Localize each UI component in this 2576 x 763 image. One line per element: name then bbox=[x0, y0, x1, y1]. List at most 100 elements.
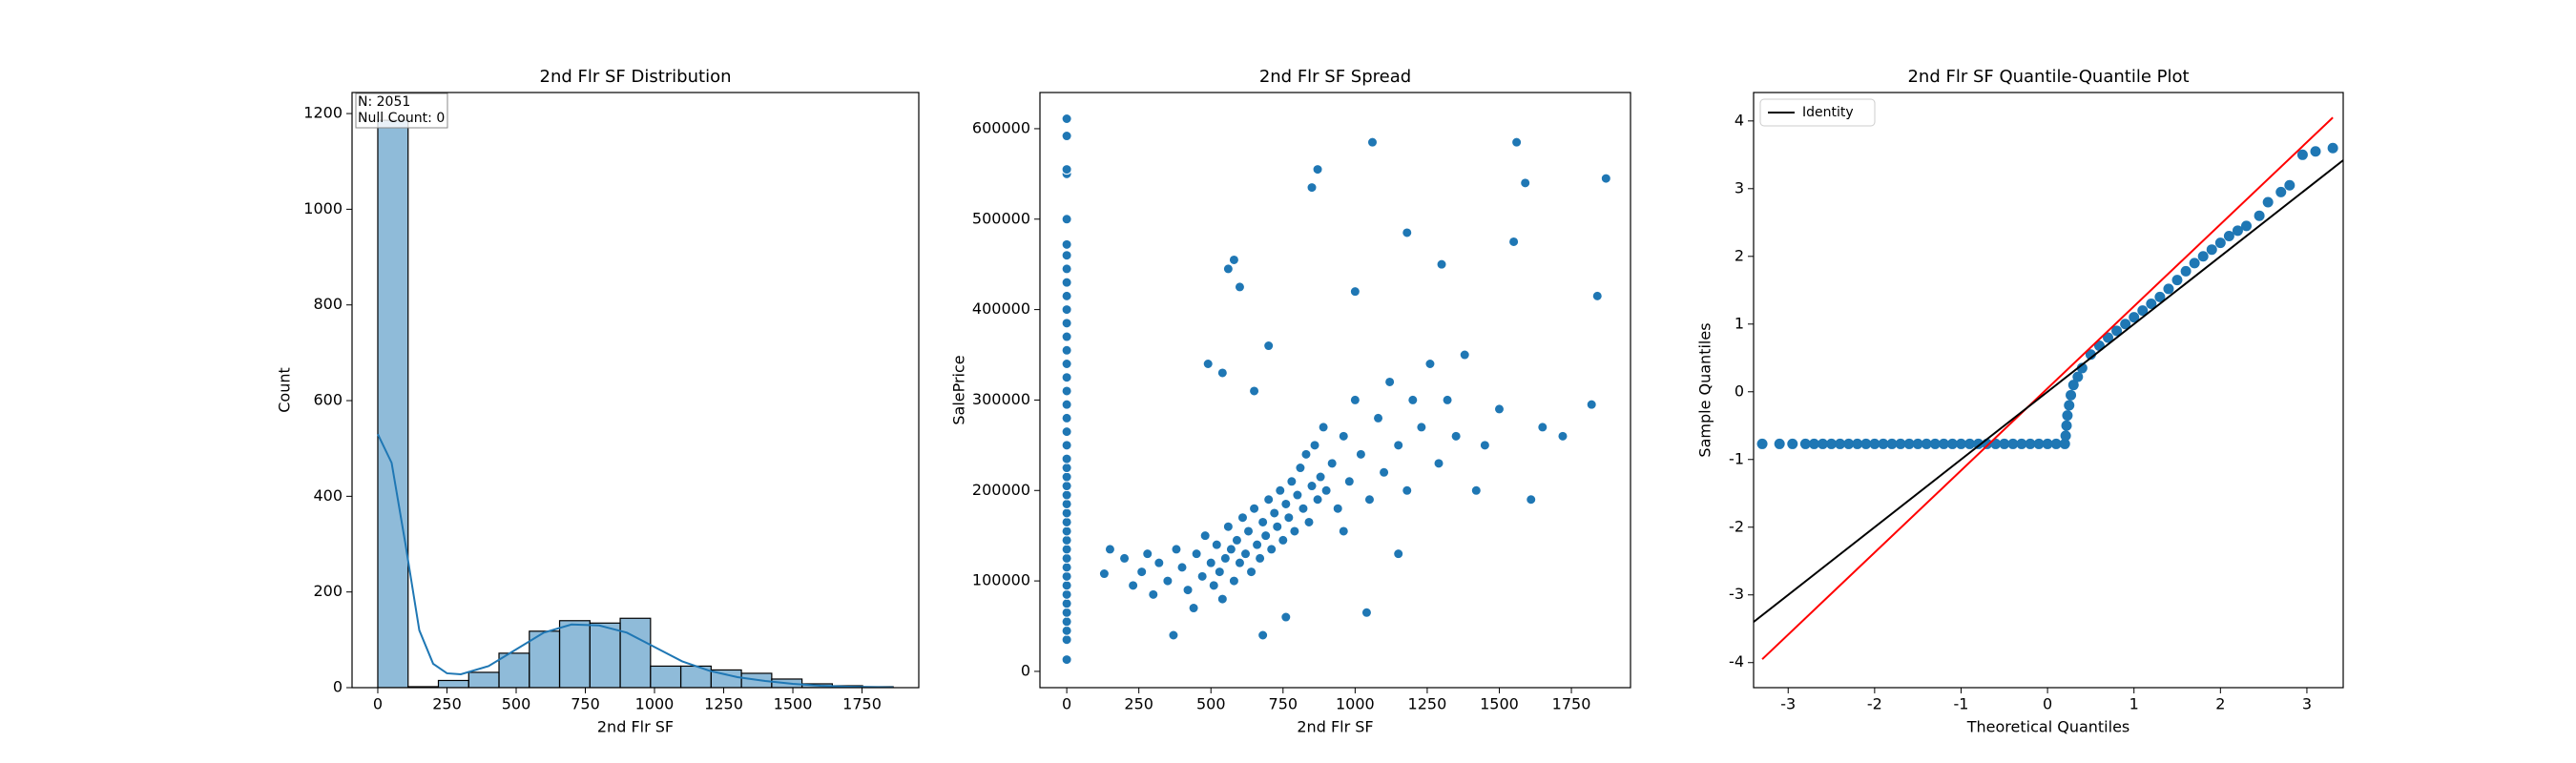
kde-line bbox=[377, 433, 894, 688]
point bbox=[2042, 438, 2053, 449]
point bbox=[1318, 422, 1329, 433]
point bbox=[2296, 149, 2308, 160]
point bbox=[1903, 438, 1915, 449]
point bbox=[2197, 251, 2209, 262]
point bbox=[1295, 463, 1306, 474]
point bbox=[1061, 453, 1072, 464]
point bbox=[2007, 438, 2019, 449]
point bbox=[2066, 389, 2077, 401]
point bbox=[2062, 410, 2073, 422]
y-tick-label: 300000 bbox=[972, 390, 1030, 408]
y-axis-label: SalePrice bbox=[950, 355, 968, 424]
point bbox=[1315, 471, 1326, 483]
point bbox=[1312, 164, 1323, 175]
point bbox=[1061, 463, 1072, 474]
point bbox=[1843, 438, 1855, 449]
point bbox=[1202, 358, 1214, 369]
y-tick-label: 600000 bbox=[972, 118, 1030, 136]
y-tick-label: 0 bbox=[1021, 661, 1030, 679]
x-axis-label: 2nd Flr SF bbox=[597, 718, 674, 736]
legend-box bbox=[1759, 98, 1876, 127]
point bbox=[1219, 552, 1231, 564]
point bbox=[1153, 557, 1165, 568]
point bbox=[1061, 412, 1072, 423]
point bbox=[1249, 385, 1260, 397]
point bbox=[1061, 131, 1072, 142]
point bbox=[1061, 318, 1072, 329]
point bbox=[1061, 516, 1072, 527]
x-tick-label: 1750 bbox=[1552, 695, 1591, 713]
point bbox=[1343, 476, 1355, 487]
point bbox=[1222, 521, 1234, 532]
point bbox=[1303, 516, 1315, 527]
point bbox=[1061, 399, 1072, 410]
point bbox=[1061, 534, 1072, 546]
bar bbox=[437, 679, 469, 688]
point bbox=[1061, 304, 1072, 316]
x-axis-label: Theoretical Quantiles bbox=[1966, 718, 2130, 736]
point bbox=[1257, 516, 1269, 527]
point bbox=[1286, 476, 1298, 487]
point bbox=[2025, 438, 2036, 449]
point bbox=[1799, 438, 1811, 449]
annotation-box bbox=[355, 93, 448, 129]
point bbox=[2189, 258, 2200, 269]
point bbox=[1098, 568, 1110, 580]
point bbox=[1191, 548, 1202, 560]
point bbox=[1263, 494, 1275, 505]
point bbox=[1349, 286, 1361, 298]
point bbox=[1424, 358, 1436, 369]
point bbox=[1171, 544, 1182, 555]
point bbox=[1493, 403, 1505, 415]
point bbox=[1895, 438, 1906, 449]
point bbox=[1338, 430, 1349, 442]
point bbox=[1061, 588, 1072, 600]
point bbox=[1211, 539, 1222, 550]
y-tick-label: 1 bbox=[1735, 314, 1744, 332]
point bbox=[1459, 349, 1470, 361]
point bbox=[1061, 113, 1072, 125]
point bbox=[2111, 325, 2123, 337]
point bbox=[2061, 420, 2072, 431]
point bbox=[1436, 258, 1447, 270]
y-tick-label: -4 bbox=[1729, 652, 1744, 670]
y-tick-label: 0 bbox=[1735, 382, 1744, 400]
point bbox=[2327, 142, 2338, 154]
point bbox=[2103, 332, 2114, 343]
point bbox=[1208, 580, 1219, 591]
point bbox=[2016, 438, 2027, 449]
point bbox=[1231, 534, 1242, 546]
x-tick-label: 1500 bbox=[774, 695, 813, 713]
point bbox=[1061, 616, 1072, 628]
point bbox=[1289, 526, 1300, 537]
point bbox=[1205, 557, 1216, 568]
point bbox=[1312, 494, 1323, 505]
y-tick-label: 600 bbox=[313, 391, 343, 409]
point bbox=[1808, 438, 1819, 449]
point bbox=[1061, 562, 1072, 573]
chart: 2nd Flr SF Spread 2nd Flr SF SalePrice 0 250… bbox=[950, 67, 1631, 736]
point bbox=[1479, 440, 1490, 451]
point bbox=[1921, 438, 1932, 449]
point bbox=[1061, 598, 1072, 609]
point bbox=[1272, 521, 1283, 532]
point bbox=[1852, 438, 1863, 449]
point bbox=[1355, 448, 1366, 460]
point bbox=[1216, 367, 1228, 379]
annotation-text: N: 2051 bbox=[358, 94, 410, 110]
point bbox=[2146, 298, 2157, 309]
bar bbox=[467, 671, 500, 688]
x-tick-label: 0 bbox=[2043, 695, 2052, 713]
point bbox=[1450, 430, 1462, 442]
chart-title: 2nd Flr SF Spread bbox=[1259, 67, 1411, 87]
point bbox=[2064, 400, 2075, 411]
y-tick-label: 2 bbox=[1735, 246, 1744, 264]
x-tick-label: 1250 bbox=[1408, 695, 1447, 713]
point bbox=[1416, 422, 1427, 433]
point bbox=[1061, 344, 1072, 356]
point bbox=[1912, 438, 1923, 449]
y-tick-label: -3 bbox=[1729, 585, 1744, 603]
x-tick-label: 1250 bbox=[704, 695, 743, 713]
point bbox=[1228, 254, 1239, 265]
